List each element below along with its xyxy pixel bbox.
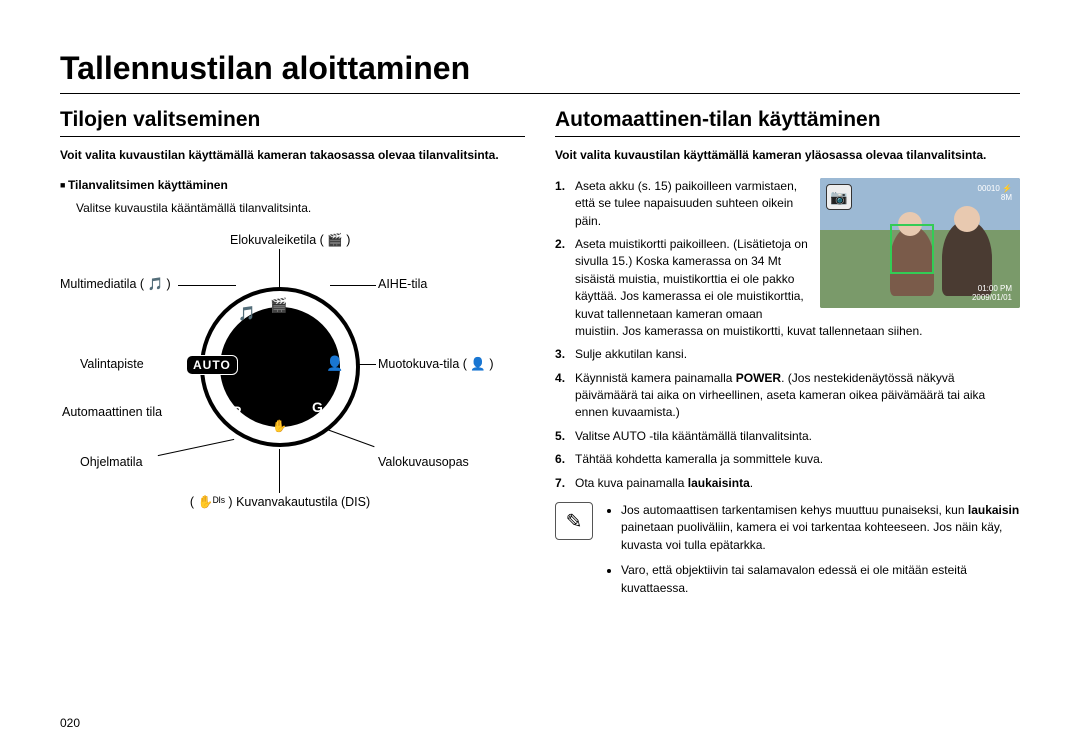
label-multimedia: Multimediatila ( 🎵 )	[60, 277, 171, 292]
lead-tr	[330, 285, 376, 286]
dial-program-icon: P	[232, 403, 241, 419]
note-item: Jos automaattisen tarkentamisen kehys mu…	[621, 502, 1020, 554]
dial-sub-body: Valitse kuvaustila kääntämällä tilanvali…	[76, 200, 525, 217]
dial-movie-icon: 🎬	[270, 297, 287, 314]
two-columns: Tilojen valitseminen Voit valita kuvaust…	[60, 108, 1020, 605]
label-movie: Elokuvaleiketila ( 🎬 )	[230, 233, 350, 248]
section-heading-auto: Automaattinen-tilan käyttäminen	[555, 108, 1020, 137]
dial-auto-badge: AUTO	[186, 355, 238, 375]
step-item: Sulje akkutilan kansi.	[555, 346, 1020, 363]
left-intro: Voit valita kuvaustilan käyttämällä kame…	[60, 147, 525, 164]
note-list: Jos automaattisen tarkentamisen kehys mu…	[605, 502, 1020, 605]
steps-list: Aseta akku (s. 15) paikoilleen varmistae…	[555, 178, 1020, 492]
step-item: Käynnistä kamera painamalla POWER. (Jos …	[555, 370, 1020, 422]
label-scene: AIHE-tila	[378, 277, 427, 291]
step-item: Aseta muistikortti paikoilleen. (Lisätie…	[555, 236, 1020, 340]
dial-guide-icon: G	[312, 399, 323, 415]
lead-b	[279, 449, 280, 493]
step-item: Aseta akku (s. 15) paikoilleen varmistae…	[555, 178, 1020, 230]
right-intro: Voit valita kuvaustilan käyttämällä kame…	[555, 147, 1020, 164]
label-dis: ( ✋ᴰᴵˢ ) Kuvanvakautustila (DIS)	[180, 495, 380, 510]
lead-tl	[178, 285, 236, 286]
lead-top	[279, 249, 280, 289]
label-program: Ohjelmatila	[80, 455, 143, 469]
dial-dis-icon: ✋	[272, 419, 287, 433]
step-item: Valitse AUTO -tila kääntämällä tilanvali…	[555, 428, 1020, 445]
left-column: Tilojen valitseminen Voit valita kuvaust…	[60, 108, 525, 605]
mode-dial-diagram: Elokuvaleiketila ( 🎬 ) AIHE-tila Muotoku…	[60, 227, 500, 567]
note-pencil-icon: ✎	[555, 502, 593, 540]
dial-multimedia-icon: 🎵	[238, 305, 255, 322]
page-number: 020	[60, 716, 80, 730]
dial-sub-heading: Tilanvalitsimen käyttäminen	[60, 178, 525, 192]
label-portrait: Muotokuva-tila ( 👤 )	[378, 357, 494, 372]
label-guide: Valokuvausopas	[378, 455, 469, 469]
step-item: Tähtää kohdetta kameralla ja sommittele …	[555, 451, 1020, 468]
note-box: ✎ Jos automaattisen tarkentamisen kehys …	[555, 502, 1020, 605]
right-column: Automaattinen-tilan käyttäminen Voit val…	[555, 108, 1020, 605]
lead-br	[323, 428, 374, 447]
label-valinta: Valintapiste	[80, 357, 144, 371]
section-heading-modes: Tilojen valitseminen	[60, 108, 525, 137]
page-title: Tallennustilan aloittaminen	[60, 50, 1020, 94]
note-item: Varo, että objektiivin tai salamavalon e…	[621, 562, 1020, 597]
label-auto: Automaattinen tila	[62, 405, 162, 419]
dial-portrait-icon: 👤	[326, 355, 343, 372]
step-item: Ota kuva painamalla laukaisinta.	[555, 475, 1020, 492]
lead-bl	[158, 439, 235, 456]
